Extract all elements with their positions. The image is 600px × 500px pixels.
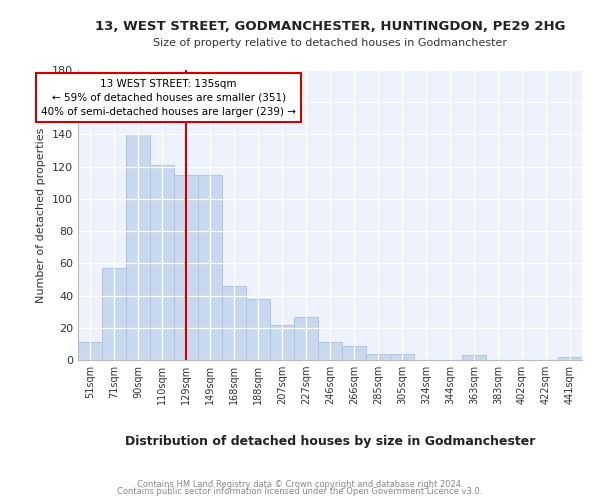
- Bar: [78, 342, 102, 360]
- Bar: [174, 174, 198, 360]
- Bar: [126, 134, 150, 360]
- Text: Distribution of detached houses by size in Godmanchester: Distribution of detached houses by size …: [125, 435, 535, 448]
- Text: Contains public sector information licensed under the Open Government Licence v3: Contains public sector information licen…: [118, 488, 482, 496]
- Text: Contains HM Land Registry data © Crown copyright and database right 2024.: Contains HM Land Registry data © Crown c…: [137, 480, 463, 489]
- Bar: [246, 299, 270, 360]
- Text: Size of property relative to detached houses in Godmanchester: Size of property relative to detached ho…: [153, 38, 507, 48]
- Bar: [150, 165, 174, 360]
- Bar: [366, 354, 390, 360]
- Bar: [294, 316, 318, 360]
- Bar: [318, 342, 342, 360]
- Text: 13 WEST STREET: 135sqm
← 59% of detached houses are smaller (351)
40% of semi-de: 13 WEST STREET: 135sqm ← 59% of detached…: [41, 78, 296, 116]
- Bar: [102, 268, 126, 360]
- Y-axis label: Number of detached properties: Number of detached properties: [37, 128, 46, 302]
- Bar: [270, 324, 294, 360]
- Bar: [342, 346, 366, 360]
- Bar: [462, 355, 486, 360]
- Text: 13, WEST STREET, GODMANCHESTER, HUNTINGDON, PE29 2HG: 13, WEST STREET, GODMANCHESTER, HUNTINGD…: [95, 20, 565, 33]
- Bar: [390, 354, 414, 360]
- Bar: [558, 357, 582, 360]
- Bar: [222, 286, 246, 360]
- Bar: [198, 174, 222, 360]
